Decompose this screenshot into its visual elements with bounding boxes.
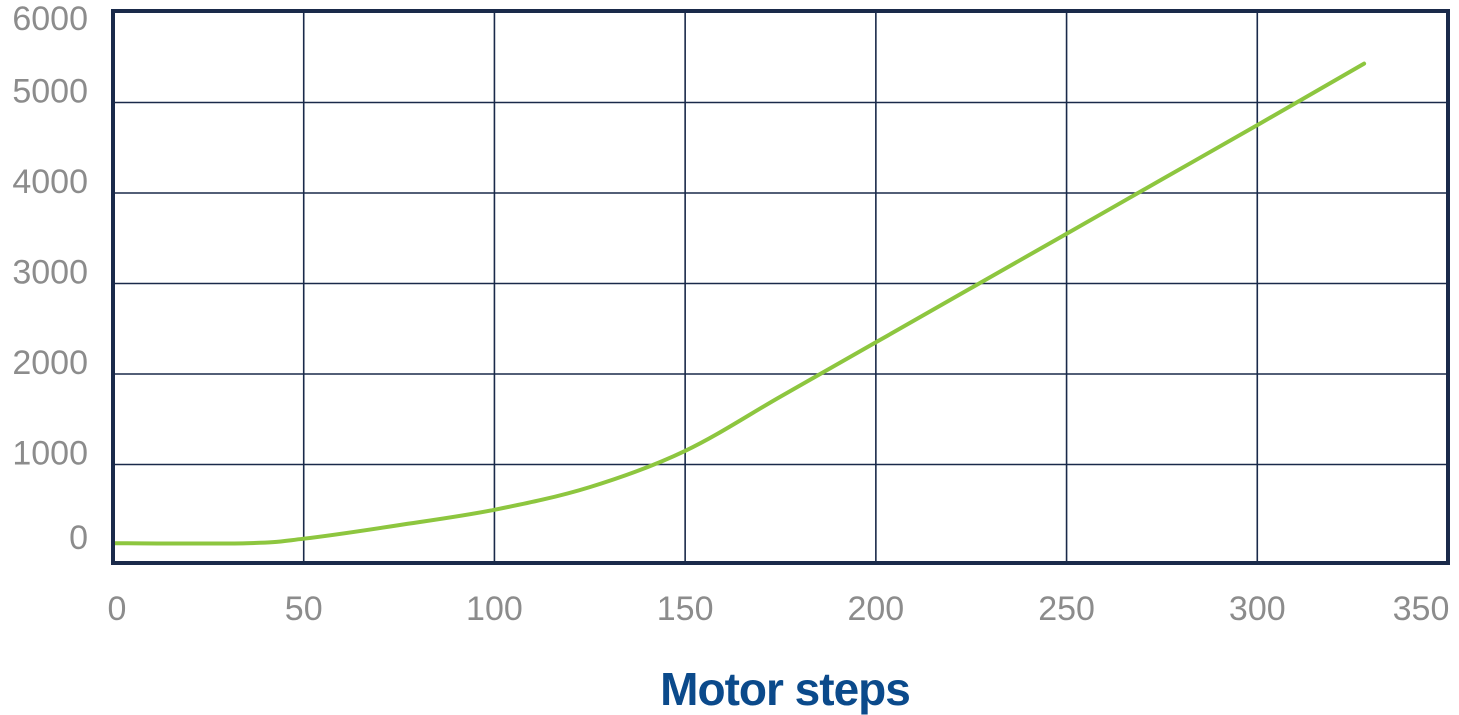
- plot-frame: [111, 9, 1450, 565]
- x-tick-label-50: 50: [285, 590, 323, 628]
- x-tick-label-150: 150: [657, 590, 714, 628]
- y-tick-label-4000: 4000: [12, 163, 88, 201]
- series-line-0: [111, 61, 1367, 546]
- x-tick-label-0: 0: [108, 590, 127, 628]
- y-tick-label-0: 0: [69, 519, 88, 557]
- y-tick-label-6000: 6000: [12, 0, 88, 38]
- grid-lines: [113, 11, 1448, 563]
- series-layer: [111, 61, 1367, 546]
- y-tick-label-3000: 3000: [12, 254, 88, 292]
- y-tick-label-1000: 1000: [12, 435, 88, 473]
- x-axis-label: Motor steps: [660, 663, 910, 715]
- y-tick-labels: 0 1000 2000 3000 4000 5000 6000: [12, 0, 88, 557]
- y-tick-label-5000: 5000: [12, 73, 88, 111]
- x-tick-label-100: 100: [466, 590, 523, 628]
- x-tick-label-350: 350: [1393, 590, 1450, 628]
- x-tick-label-200: 200: [847, 590, 904, 628]
- y-tick-label-2000: 2000: [12, 344, 88, 382]
- x-tick-label-250: 250: [1038, 590, 1095, 628]
- x-tick-labels: 0 50 100 150 200 250 300 350: [108, 590, 1450, 628]
- x-tick-label-300: 300: [1229, 590, 1286, 628]
